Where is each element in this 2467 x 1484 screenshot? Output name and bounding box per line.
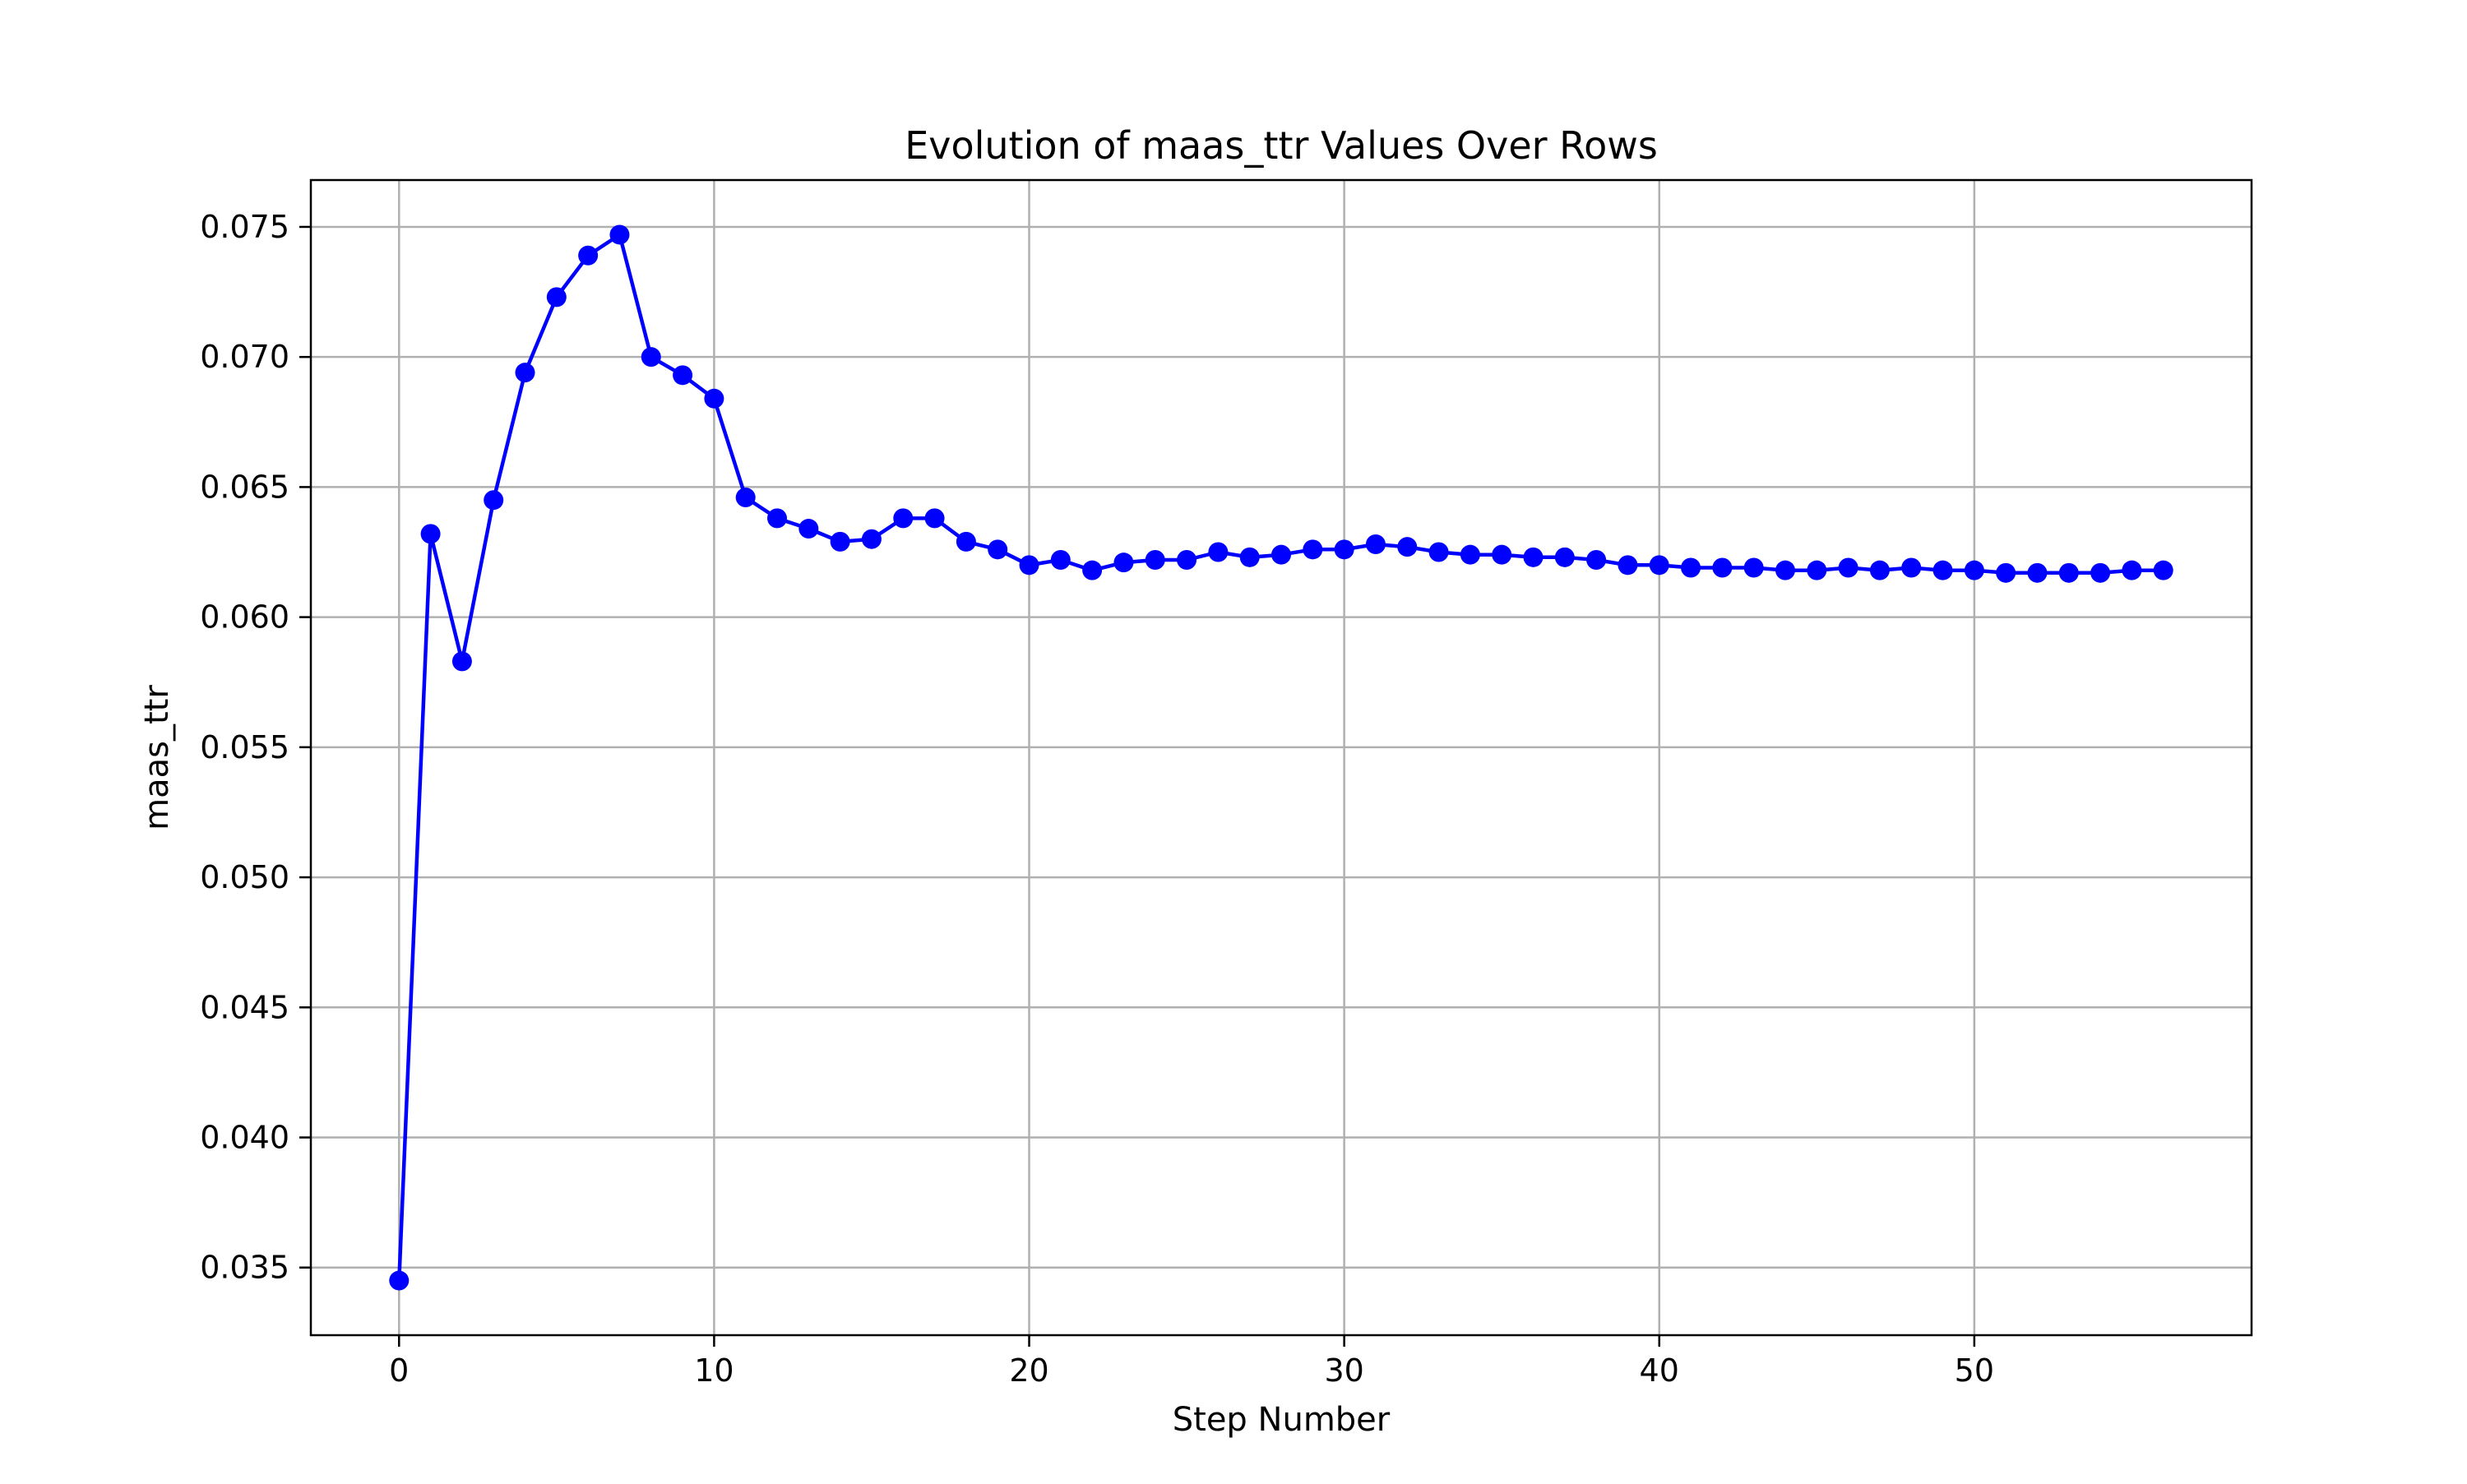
data-point xyxy=(389,1270,410,1291)
y-tick-label: 0.035 xyxy=(200,1250,289,1286)
data-point xyxy=(484,490,504,511)
data-point xyxy=(578,245,599,266)
data-point xyxy=(798,519,819,539)
data-point xyxy=(1869,560,1890,580)
data-point xyxy=(2027,562,2048,583)
grid-lines xyxy=(311,180,2252,1335)
data-point xyxy=(673,365,693,386)
data-point xyxy=(1901,557,1922,578)
data-point xyxy=(924,508,945,529)
data-point xyxy=(1838,557,1858,578)
data-point xyxy=(1177,550,1197,571)
data-point xyxy=(1523,547,1544,567)
data-point xyxy=(767,508,788,529)
data-point xyxy=(1271,544,1291,565)
y-tick-label: 0.040 xyxy=(200,1120,289,1156)
data-point xyxy=(2090,562,2111,583)
data-point xyxy=(609,224,630,245)
data-point xyxy=(2153,560,2173,580)
data-point xyxy=(956,531,976,552)
data-point xyxy=(1303,539,1323,560)
data-point xyxy=(1113,552,1134,573)
data-point xyxy=(1681,557,1701,578)
data-point xyxy=(1743,557,1764,578)
data-point xyxy=(1649,555,1669,576)
y-axis-label: maas_ttr xyxy=(138,685,176,830)
data-point xyxy=(1145,550,1165,571)
data-point xyxy=(1492,544,1512,565)
data-point xyxy=(1239,547,1260,567)
y-tick-label: 0.065 xyxy=(200,469,289,505)
data-point xyxy=(893,508,914,529)
data-point xyxy=(1712,557,1733,578)
x-axis-label: Step Number xyxy=(1173,1401,1391,1439)
y-tick-label: 0.060 xyxy=(200,599,289,636)
data-point xyxy=(451,651,472,672)
data-point xyxy=(861,529,882,549)
data-point xyxy=(1082,560,1103,580)
x-tick-label: 40 xyxy=(1640,1352,1679,1389)
data-point xyxy=(1365,534,1386,555)
data-point xyxy=(641,347,661,368)
data-point xyxy=(704,388,724,409)
data-point xyxy=(830,531,850,552)
data-point xyxy=(1807,560,1827,580)
data-point xyxy=(1019,555,1039,576)
data-point xyxy=(420,524,441,544)
data-point xyxy=(1208,542,1229,562)
data-point xyxy=(1618,555,1638,576)
data-point xyxy=(1996,562,2016,583)
data-point xyxy=(2058,562,2079,583)
data-point xyxy=(1397,537,1418,557)
data-point xyxy=(1964,560,1984,580)
y-tick-label: 0.070 xyxy=(200,339,289,375)
chart-title: Evolution of maas_ttr Values Over Rows xyxy=(905,123,1658,168)
data-point xyxy=(1460,544,1480,565)
data-point xyxy=(1586,550,1607,571)
data-point xyxy=(2122,560,2142,580)
y-tick-label: 0.045 xyxy=(200,989,289,1025)
data-point xyxy=(1775,560,1795,580)
y-tick-label: 0.075 xyxy=(200,209,289,245)
axis-ticks: 0 10 20 30 40 50 0.035 0.040 0.045 0.050 0.055 0.06… xyxy=(200,209,1994,1389)
y-tick-label: 0.050 xyxy=(200,859,289,895)
y-tick-label: 0.055 xyxy=(200,729,289,765)
x-tick-label: 0 xyxy=(389,1352,409,1389)
x-tick-label: 10 xyxy=(694,1352,734,1389)
x-tick-label: 50 xyxy=(1955,1352,1994,1389)
plot-frame xyxy=(309,178,2253,1337)
data-point xyxy=(1428,542,1449,562)
data-point xyxy=(546,287,567,307)
data-point xyxy=(1554,547,1575,567)
data-point xyxy=(1050,550,1071,571)
data-point xyxy=(988,539,1008,560)
data-point xyxy=(515,363,535,383)
data-point xyxy=(735,488,756,508)
data-point xyxy=(1334,539,1354,560)
x-tick-label: 20 xyxy=(1009,1352,1048,1389)
series-layer xyxy=(389,224,2173,1291)
data-point xyxy=(1932,560,1953,580)
x-tick-label: 30 xyxy=(1324,1352,1363,1389)
